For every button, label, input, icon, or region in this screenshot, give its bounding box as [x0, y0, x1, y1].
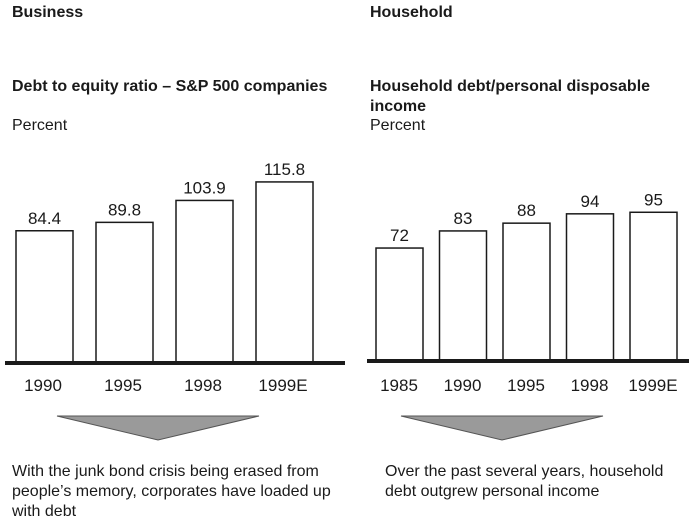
bar [176, 200, 233, 362]
x-tick-label: 1995 [507, 376, 545, 395]
household-debt-bar-chart: 72 1985 83 1990 88 1995 94 1998 95 1999E [345, 0, 689, 530]
household-panel: Household Household debt/personal dispos… [345, 0, 689, 530]
x-tick-label: 1998 [571, 376, 609, 395]
chart-caption: Over the past several years, household d… [385, 462, 685, 502]
bar-value-label: 115.8 [264, 160, 305, 179]
x-tick-label: 1990 [444, 376, 482, 395]
debt-to-equity-bar-chart: 84.4 1990 89.8 1995 103.9 1998 115.8 1999E [0, 0, 345, 530]
x-tick-label: 1995 [104, 376, 142, 395]
down-arrow-icon [401, 416, 603, 440]
bar [440, 231, 487, 360]
bar-value-label: 83 [454, 209, 473, 228]
bar [16, 231, 73, 362]
bar-value-label: 94 [581, 192, 600, 211]
bar [630, 212, 677, 360]
bar-value-label: 95 [644, 190, 663, 209]
bar [503, 223, 550, 360]
business-panel: Business Debt to equity ratio – S&P 500 … [0, 0, 345, 530]
chart-caption: With the junk bond crisis being erased f… [12, 462, 342, 522]
bar [376, 248, 423, 360]
x-tick-label: 1998 [184, 376, 222, 395]
down-arrow-icon [57, 416, 259, 440]
bar-value-label: 84.4 [28, 209, 61, 228]
x-tick-label: 1985 [380, 376, 418, 395]
bar [96, 222, 153, 362]
x-tick-label: 1990 [24, 376, 62, 395]
x-tick-label: 1999E [628, 376, 677, 395]
bar [256, 182, 313, 362]
bar-value-label: 103.9 [183, 178, 226, 197]
bar-value-label: 88 [517, 201, 536, 220]
bar-value-label: 72 [390, 226, 409, 245]
bar [567, 214, 614, 360]
bar-value-label: 89.8 [108, 200, 141, 219]
x-tick-label: 1999E [258, 376, 307, 395]
